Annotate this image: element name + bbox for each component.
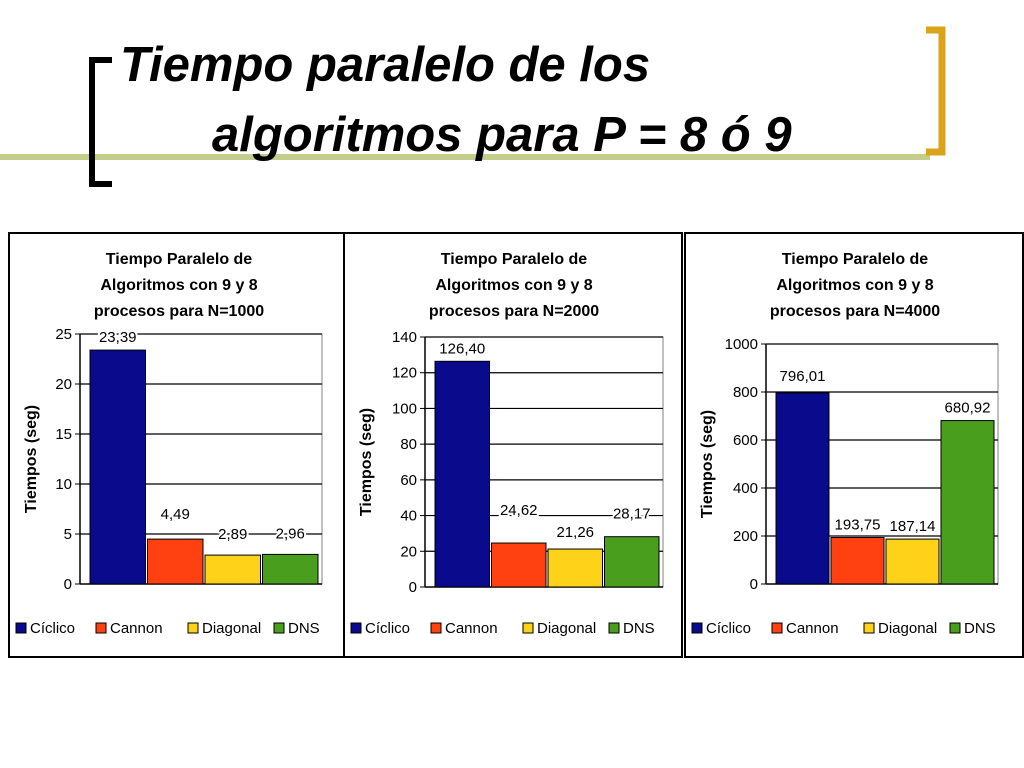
data-label: 2,89 (218, 526, 247, 543)
y-tick-label: 0 (409, 579, 417, 596)
bar-cannon (491, 542, 547, 588)
legend-label: Cannon (786, 620, 839, 637)
chart-title-line: Tiempo Paralelo de (441, 251, 588, 268)
bar-cannon (147, 538, 204, 585)
data-label: 193,75 (835, 517, 881, 534)
legend-swatch (771, 622, 783, 634)
y-tick-label: 15 (55, 426, 72, 443)
chart-panel-n1000: Tiempo Paralelo de Algoritmos con 9 y 8 pr… (8, 232, 348, 658)
legend-label: Diagonal (202, 620, 261, 637)
y-tick-label: 80 (400, 436, 417, 453)
chart-title-line: Algoritmos con 9 y 8 (100, 277, 257, 294)
legend-label: Diagonal (537, 620, 596, 637)
y-tick-label: 20 (400, 543, 417, 560)
bar-diagonal (885, 538, 940, 585)
bar-cíclico (775, 392, 830, 585)
data-label: 24,62 (500, 502, 538, 519)
legend-swatch (522, 622, 534, 634)
legend-label: Cíclico (30, 620, 75, 637)
data-label: 796,01 (780, 368, 826, 385)
y-tick-label: 60 (400, 472, 417, 489)
chart-title-line: procesos para N=1000 (94, 303, 264, 320)
data-label: 23,39 (99, 329, 137, 346)
left-bracket (89, 57, 112, 187)
y-tick-label: 0 (64, 576, 72, 593)
data-label: 4,49 (161, 506, 190, 523)
chart-n1000: Tiempo Paralelo de Algoritmos con 9 y 8 pr… (15, 251, 323, 637)
legend-swatch (273, 622, 285, 634)
data-label: 28,17 (613, 506, 651, 523)
y-tick-label: 800 (733, 384, 758, 401)
data-label: 21,26 (556, 524, 594, 541)
legend-label: Diagonal (878, 620, 937, 637)
chart-title-line: Algoritmos con 9 y 8 (435, 277, 592, 294)
chart-n2000: Tiempo Paralelo de Algoritmos con 9 y 8 pr… (350, 251, 664, 637)
y-axis-label: Tiempos (seg) (699, 410, 716, 518)
legend-label: Cíclico (365, 620, 410, 637)
accent-line (0, 154, 930, 160)
chart-panel-n4000: Tiempo Paralelo de Algoritmos con 9 y 8 pr… (684, 232, 1024, 658)
bar-cíclico (89, 349, 146, 585)
slide-title-line1: Tiempo paralelo de los (120, 38, 651, 92)
right-bracket (926, 26, 946, 156)
bar-diagonal (204, 554, 261, 585)
chart-title-line: Algoritmos con 9 y 8 (776, 277, 933, 294)
legend-swatch (15, 622, 27, 634)
chart-title-line: Tiempo Paralelo de (106, 251, 253, 268)
bar-dns (262, 553, 319, 585)
chart-title-line: procesos para N=2000 (429, 303, 599, 320)
data-label: 2,96 (276, 525, 305, 542)
legend-swatch (863, 622, 875, 634)
legend-label: DNS (964, 620, 996, 637)
chart-title-line: procesos para N=4000 (770, 303, 940, 320)
slide-decoration (0, 26, 946, 187)
chart-panel-n2000: Tiempo Paralelo de Algoritmos con 9 y 8 pr… (343, 232, 683, 658)
y-tick-label: 10 (55, 476, 72, 493)
y-tick-label: 5 (64, 526, 72, 543)
y-tick-label: 25 (55, 326, 72, 343)
y-tick-label: 600 (733, 432, 758, 449)
y-tick-label: 40 (400, 508, 417, 525)
y-tick-label: 200 (733, 528, 758, 545)
chart-title-line: Tiempo Paralelo de (782, 251, 929, 268)
legend-label: Cíclico (706, 620, 751, 637)
y-tick-label: 100 (392, 400, 417, 417)
slide-title-line2: algoritmos para P = 8 ó 9 (212, 108, 792, 162)
y-axis-label: Tiempos (seg) (358, 408, 375, 516)
legend-swatch (95, 622, 107, 634)
legend-label: DNS (288, 620, 320, 637)
data-label: 126,40 (439, 340, 485, 357)
y-tick-label: 120 (392, 365, 417, 382)
legend-swatch (949, 622, 961, 634)
y-tick-label: 1000 (725, 336, 758, 353)
legend-swatch (608, 622, 620, 634)
data-label: 187,14 (890, 518, 936, 535)
legend-swatch (691, 622, 703, 634)
legend-label: Cannon (445, 620, 498, 637)
y-tick-label: 20 (55, 376, 72, 393)
data-label: 680,92 (945, 400, 991, 417)
y-axis-label: Tiempos (seg) (23, 405, 40, 513)
legend-swatch (430, 622, 442, 634)
y-tick-label: 0 (750, 576, 758, 593)
bar-dns (604, 536, 660, 588)
bar-diagonal (547, 548, 603, 588)
chart-n4000: Tiempo Paralelo de Algoritmos con 9 y 8 pr… (691, 251, 999, 637)
legend-swatch (187, 622, 199, 634)
bar-cannon (830, 537, 885, 585)
legend-label: Cannon (110, 620, 163, 637)
y-tick-label: 400 (733, 480, 758, 497)
legend-swatch (350, 622, 362, 634)
slide-title: Tiempo paralelo de los algoritmos para P… (120, 30, 920, 170)
legend-label: DNS (623, 620, 655, 637)
bar-cíclico (434, 360, 490, 588)
bar-dns (940, 420, 995, 585)
y-tick-label: 140 (392, 329, 417, 346)
